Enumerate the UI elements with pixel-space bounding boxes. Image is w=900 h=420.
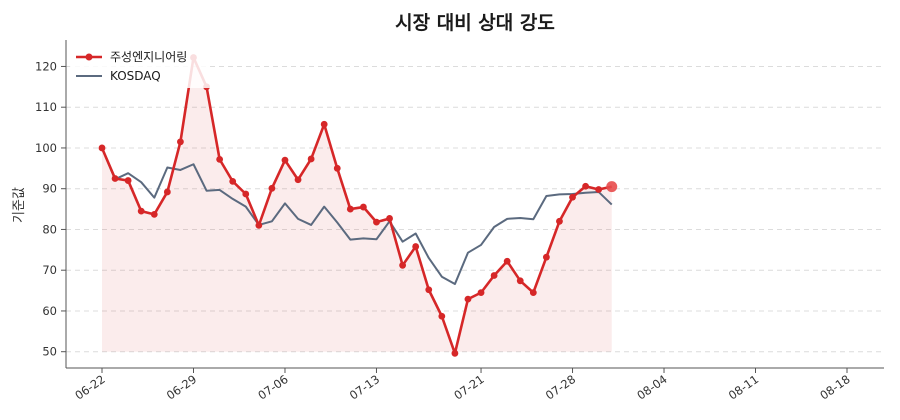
data-point-0-07-11 [346,205,354,213]
data-point-0-07-24 [516,277,524,285]
data-point-0-06-28 [177,138,184,146]
data-point-0-06-23 [111,175,119,182]
data-point-0-06-24 [124,177,132,184]
data-point-0-07-22 [490,272,498,279]
data-point-0-07-30 [595,186,603,193]
data-point-0-07-31 [606,181,618,193]
data-point-0-07-05 [268,184,276,192]
grid-lines [66,65,884,353]
data-point-0-07-28 [569,193,576,201]
data-point-0-07-19 [451,349,459,357]
y-axis-ticks: 50 60 70 80 90 100 110 120 [35,59,66,359]
data-point-0-06-26 [150,210,158,218]
legend: 주성엔지니어링 KOSDAQ [70,42,210,88]
data-point-0-07-16 [412,243,420,250]
data-point-0-07-03 [242,190,250,198]
x-axis-ticks: 06-22 06-29 07-06 07-13 07-21 07-28 08-04 08-11… [72,368,853,403]
series-layer [98,54,618,357]
data-point-0-07-25 [529,289,537,297]
data-point-0-07-10 [333,164,341,172]
legend-label-series-1: KOSDAQ [110,69,161,83]
data-point-0-06-22 [98,144,106,152]
data-point-0-07-20 [464,295,472,303]
x-tick-label-08-11: 08-11 [726,372,761,403]
y-tick-label-80: 80 [42,222,57,236]
data-point-0-07-18 [438,312,446,320]
data-point-0-07-26 [542,253,550,261]
series-area-0 [102,57,612,354]
legend-label-series-0: 주성엔지니어링 [110,50,187,64]
data-point-0-07-09 [320,120,328,128]
x-tick-label-07-28: 07-28 [543,372,578,403]
data-point-0-07-07 [294,176,302,184]
data-point-0-07-21 [477,289,485,297]
y-tick-label-120: 120 [35,59,57,73]
y-tick-label-100: 100 [35,141,57,155]
data-point-0-07-14 [386,215,393,222]
data-point-0-06-27 [163,188,171,196]
data-point-0-07-06 [281,156,289,164]
x-tick-label-08-04: 08-04 [634,372,669,403]
y-tick-label-70: 70 [42,263,57,277]
legend-background [70,42,210,88]
data-point-0-07-01 [216,155,224,163]
data-point-0-07-27 [556,217,563,225]
data-point-0-07-04 [255,221,263,229]
y-tick-label-110: 110 [35,100,57,114]
data-point-0-07-13 [373,218,380,226]
data-point-0-07-15 [399,261,407,269]
y-tick-label-50: 50 [42,345,57,359]
axes [65,40,884,369]
legend-marker-series-0 [85,53,93,61]
data-point-0-07-23 [503,257,511,265]
series-line-0 [100,56,613,355]
chart-title: 시장 대비 상대 강도 [395,12,555,34]
data-point-0-07-17 [425,286,433,294]
y-tick-label-60: 60 [42,304,57,318]
y-tick-label-90: 90 [42,182,57,196]
x-tick-label-07-06: 07-06 [255,372,290,403]
series-line-1 [101,147,613,286]
x-tick-label-07-13: 07-13 [347,372,382,403]
y-axis-label: 기준값 [12,187,27,223]
data-point-0-07-29 [582,182,589,190]
x-tick-label-08-18: 08-18 [817,372,852,403]
data-point-0-06-25 [137,207,145,215]
x-tick-label-06-29: 06-29 [164,372,199,403]
data-point-0-07-12 [360,203,367,211]
x-tick-label-06-22: 06-22 [72,372,107,403]
x-tick-label-07-21: 07-21 [451,372,486,403]
data-point-0-07-08 [307,155,315,163]
data-point-0-07-02 [229,177,237,185]
